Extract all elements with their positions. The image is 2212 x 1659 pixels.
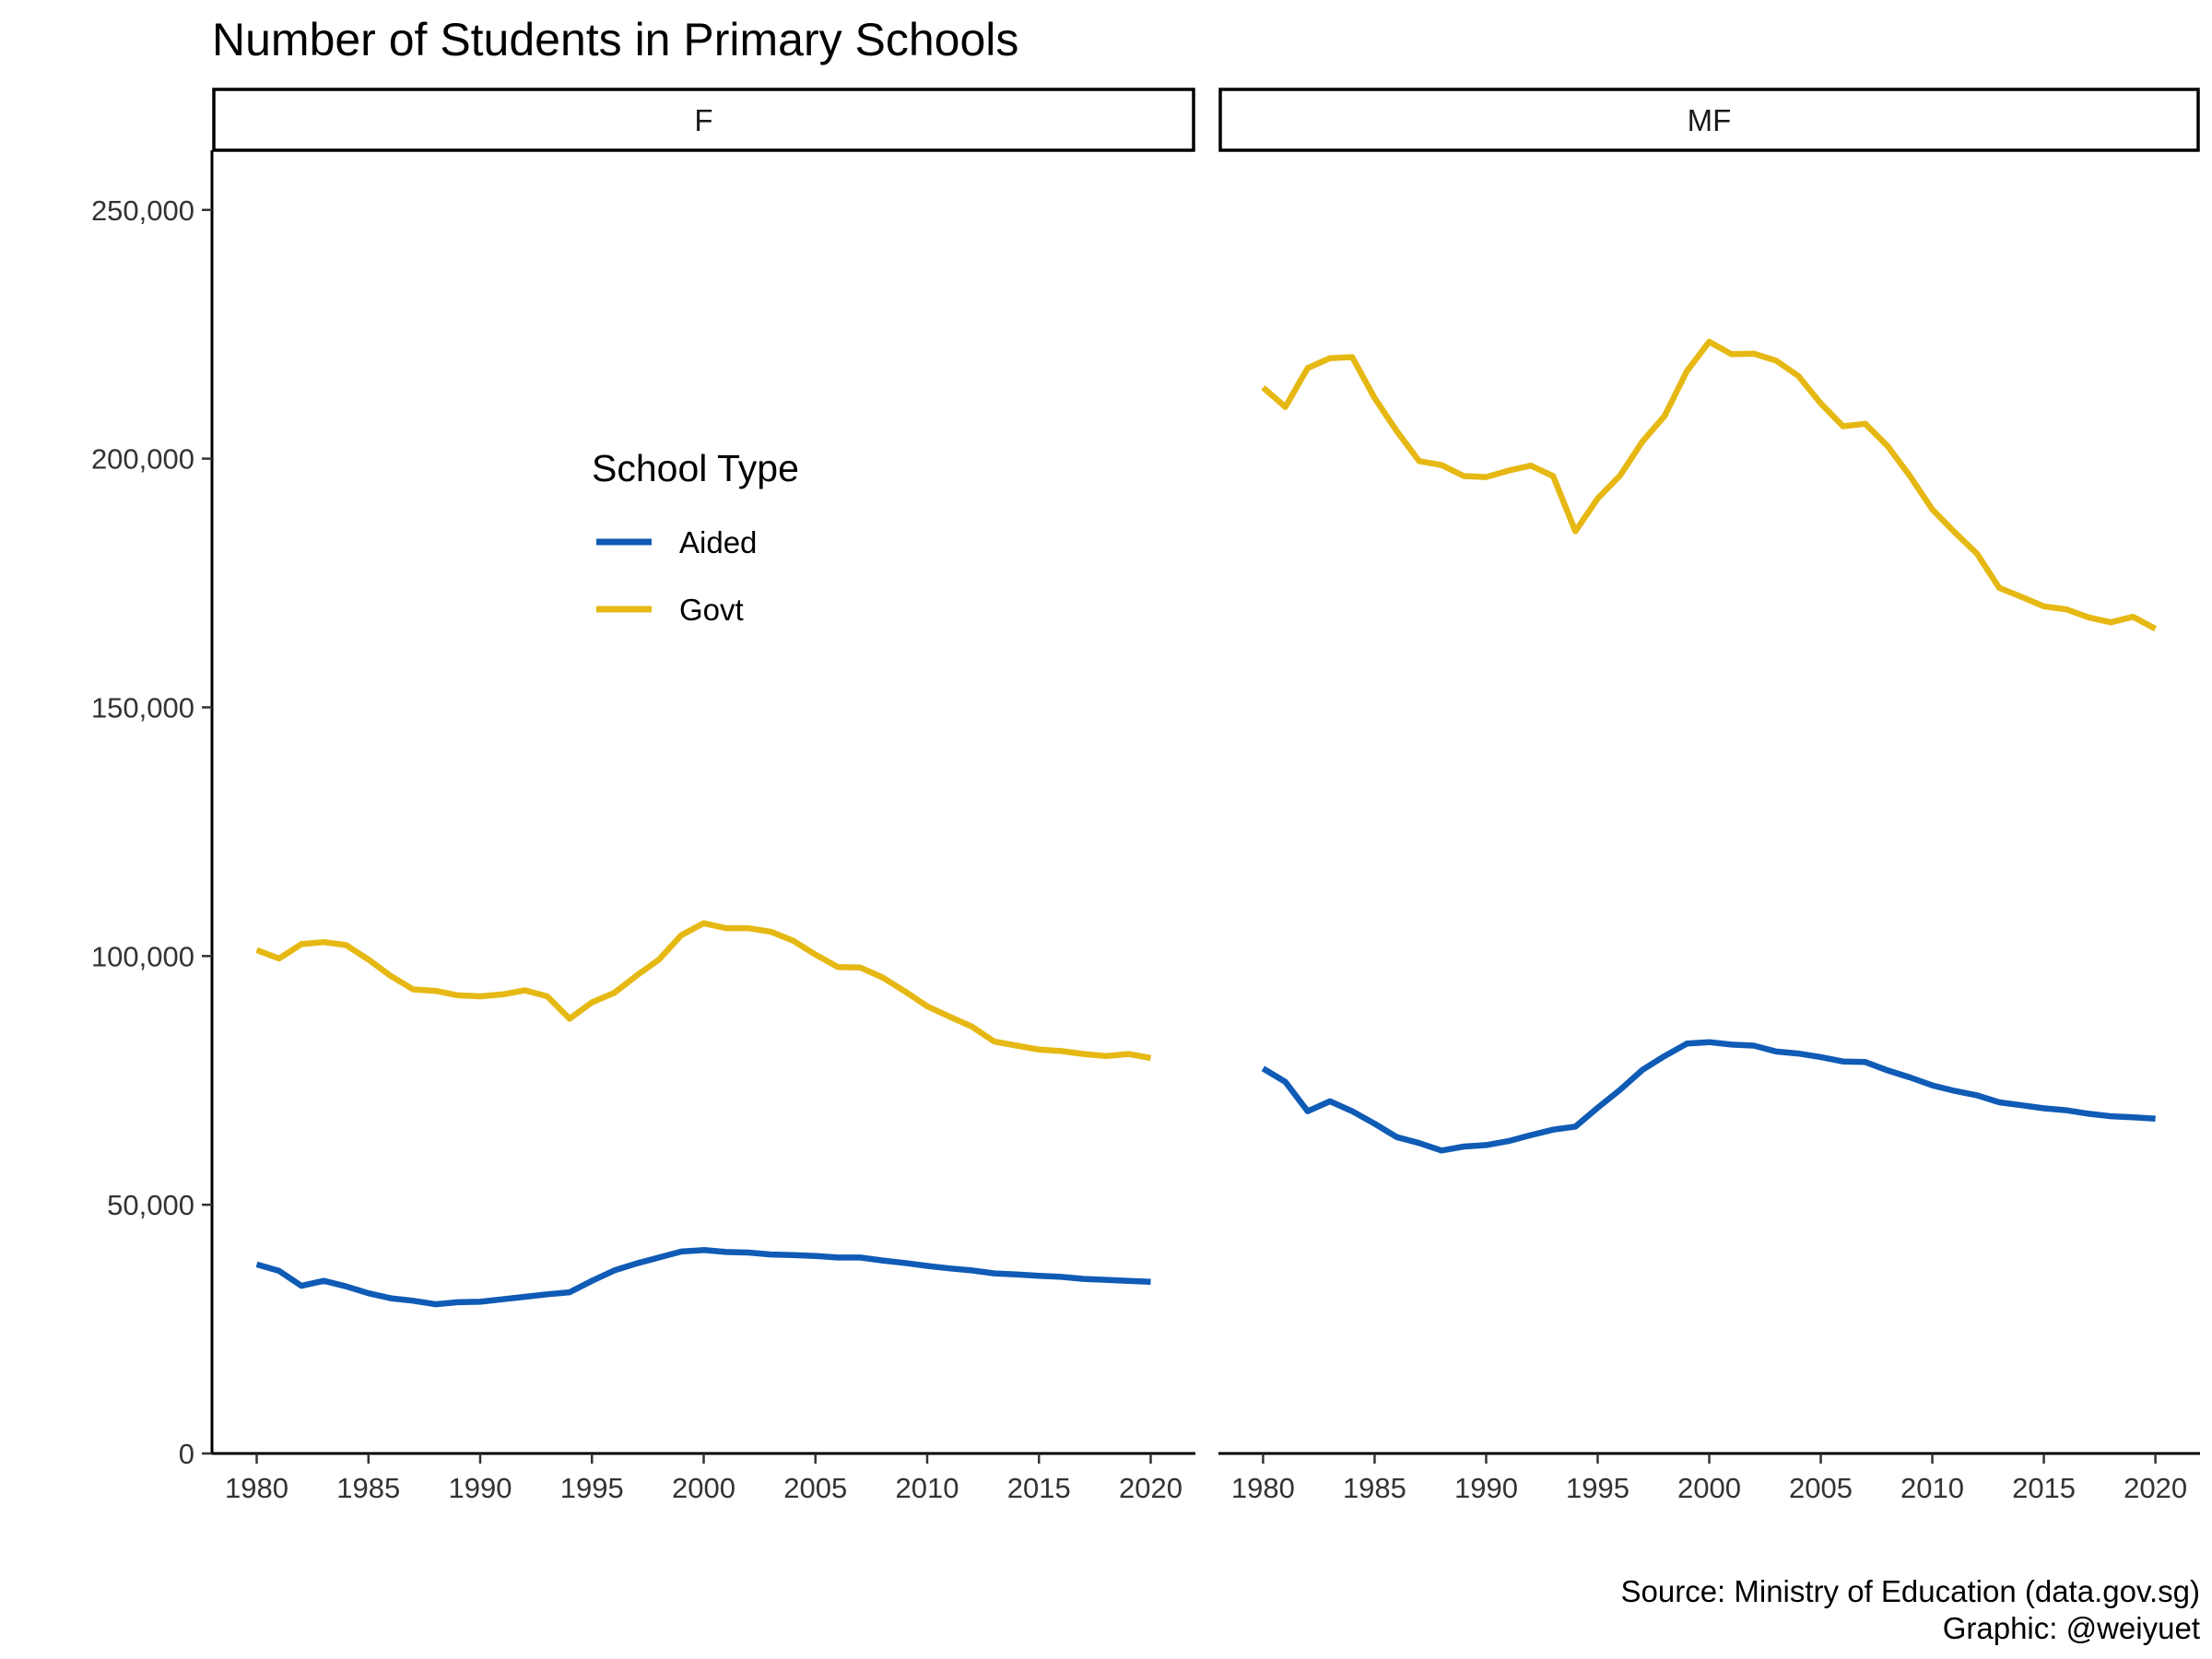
- facet-strip: [212, 88, 1195, 152]
- series-line-aided-f: [255, 1247, 1151, 1308]
- y-tick-label: 100,000: [91, 940, 194, 972]
- panel-mf: MF 1980 1985 1990 1995 2000 2005 2010 2015 2020: [1218, 88, 2200, 1504]
- chart-title: Number of Students in Primary Schools: [212, 14, 1018, 65]
- caption-source: Source: Ministry of Education (data.gov.…: [1620, 1574, 2200, 1608]
- x-tick-label: 2005: [1789, 1472, 1853, 1504]
- facet-strip-label: MF: [1688, 103, 1732, 137]
- x-tick-label: 2020: [1119, 1472, 1182, 1504]
- legend: School Type Aided Govt: [592, 447, 799, 627]
- y-tick-label: 0: [179, 1438, 194, 1470]
- panel-f: F 1980 1985 1990 1995 2000 2005 2010 2015 2020 0 50…: [91, 88, 1195, 1504]
- legend-title: School Type: [592, 447, 799, 489]
- x-tick-label: 2000: [1677, 1472, 1741, 1504]
- legend-label-aided: Aided: [679, 525, 757, 559]
- y-tick-label: 50,000: [107, 1189, 194, 1221]
- y-tick-label: 150,000: [91, 691, 194, 724]
- x-tick-label: 2010: [896, 1472, 959, 1504]
- panels: F 1980 1985 1990 1995 2000 2005 2010 2015 2020 0 50…: [91, 88, 2200, 1504]
- legend-label-govt: Govt: [679, 593, 744, 627]
- x-tick-label: 2000: [672, 1472, 735, 1504]
- caption-credit: Graphic: @weiyuet: [1943, 1611, 2200, 1645]
- x-tick-label: 1990: [1454, 1472, 1518, 1504]
- x-tick-label: 2020: [2124, 1472, 2187, 1504]
- series-line-govt-f: [255, 920, 1152, 1062]
- facet-strip: [1218, 88, 2200, 152]
- x-tick-label: 1995: [1566, 1472, 1630, 1504]
- facet-strip-label: F: [694, 103, 712, 137]
- series-line-aided-mf: [1261, 1039, 2156, 1154]
- x-tick-label: 1980: [225, 1472, 288, 1504]
- series-line-govt-mf: [1261, 338, 2158, 632]
- y-tick-label: 250,000: [91, 194, 194, 227]
- x-tick-label: 1980: [1231, 1472, 1295, 1504]
- x-tick-label: 2015: [2012, 1472, 2076, 1504]
- x-tick-label: 2005: [783, 1472, 847, 1504]
- x-tick-label: 1985: [336, 1472, 400, 1504]
- x-tick-label: 2015: [1007, 1472, 1071, 1504]
- x-tick-label: 1990: [449, 1472, 512, 1504]
- x-tick-label: 2010: [1900, 1472, 1964, 1504]
- x-tick-label: 1995: [560, 1472, 624, 1504]
- x-tick-label: 1985: [1343, 1472, 1406, 1504]
- y-tick-label: 200,000: [91, 443, 194, 476]
- caption: Source: Ministry of Education (data.gov.…: [1620, 1574, 2200, 1645]
